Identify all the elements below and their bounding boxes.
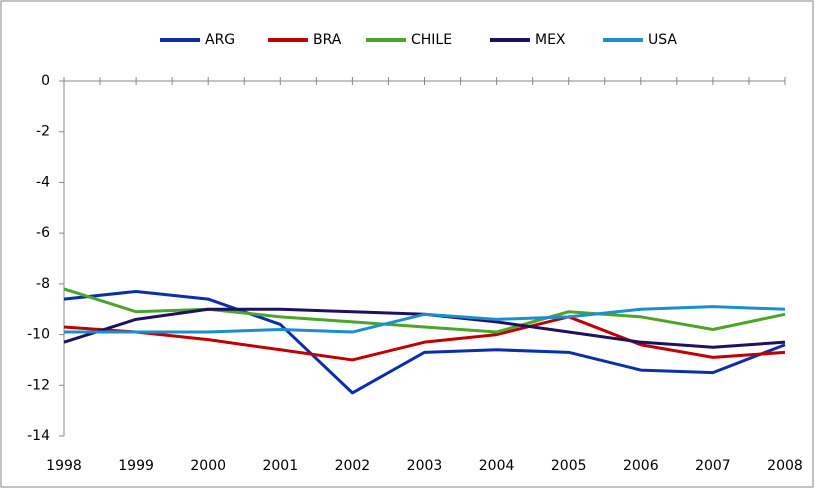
y-tick-label: -6: [36, 225, 50, 241]
x-tick-label: 2008: [767, 458, 803, 474]
x-tick-label: 2003: [407, 458, 443, 474]
x-tick-label: 1998: [46, 458, 82, 474]
y-tick-label: 0: [41, 73, 50, 89]
x-tick-label: 2001: [262, 458, 298, 474]
x-tick-label: 2007: [695, 458, 731, 474]
legend-label: USA: [648, 32, 677, 48]
y-tick-label: -12: [27, 377, 50, 393]
x-tick-label: 2004: [479, 458, 515, 474]
series-line: [63, 315, 786, 362]
legend-label: BRA: [313, 32, 342, 48]
series-line: [63, 289, 786, 395]
series-line: [64, 305, 786, 334]
x-tick-label: 1999: [118, 458, 154, 474]
x-tick-label: 2002: [335, 458, 371, 474]
x-tick-label: 2006: [623, 458, 659, 474]
y-tick-label: -4: [36, 174, 50, 190]
y-tick-label: -8: [36, 276, 50, 292]
series-line: [63, 287, 786, 334]
chart-frame: [0, 0, 814, 488]
x-tick-label: 2000: [190, 458, 226, 474]
legend-label: MEX: [535, 32, 566, 48]
legend-label: CHILE: [411, 32, 452, 48]
x-tick-label: 2005: [551, 458, 587, 474]
y-tick-label: -10: [27, 327, 50, 343]
legend-label: ARG: [205, 32, 235, 48]
y-tick-label: -2: [36, 124, 50, 140]
y-tick-label: -14: [27, 428, 50, 444]
